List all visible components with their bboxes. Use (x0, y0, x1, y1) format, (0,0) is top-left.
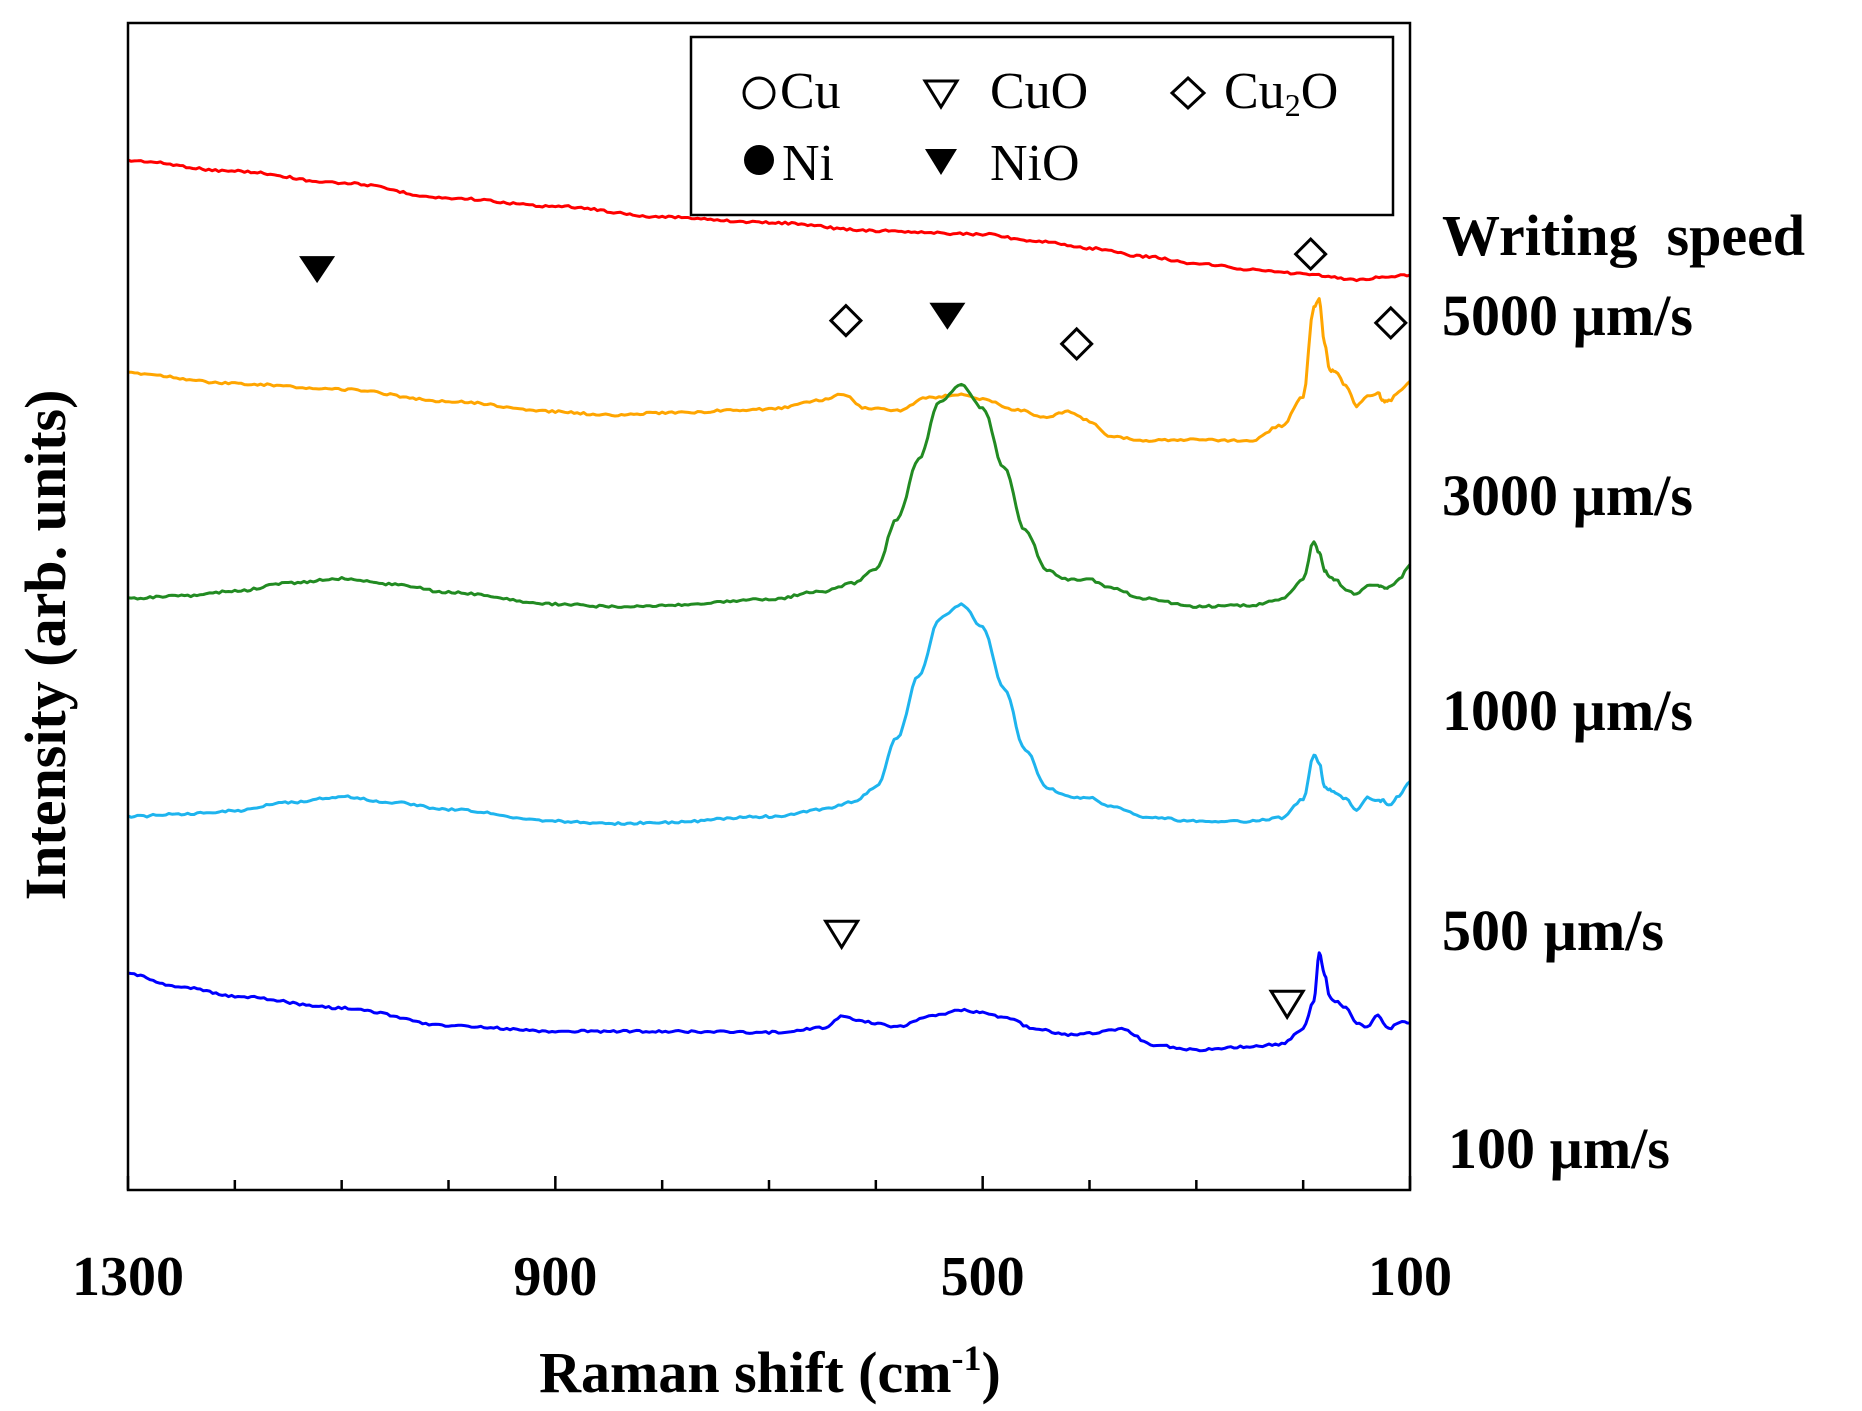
series-label-3000: 3000 µm/s (1442, 463, 1693, 528)
legend: Cu CuO Cu2O Ni NiO (689, 35, 1395, 217)
peak-marker-open-diamond-5 (1373, 305, 1408, 341)
series-line-3000 (127, 297, 1411, 443)
series-line-5000 (127, 158, 1411, 283)
peak-marker-open-down-triangle-6 (822, 919, 861, 951)
peak-marker-open-diamond-3 (1059, 326, 1094, 362)
legend-marker-nio (925, 149, 957, 175)
series-label-500: 500 µm/s (1442, 898, 1664, 963)
legend-label-cu: Cu (780, 63, 841, 120)
series-label-1000: 1000 µm/s (1442, 678, 1693, 743)
legend-label-ni: Ni (782, 135, 834, 192)
legend-label-nio: NiO (990, 135, 1080, 192)
x-tick-label-1300: 1300 (72, 1246, 184, 1308)
series-line-1000 (127, 382, 1412, 609)
x-axis-ticks (126, 1176, 1412, 1190)
x-tick-label-900: 900 (513, 1246, 597, 1308)
peak-marker-filled-down-triangle-0 (299, 256, 336, 284)
legend-label-cu2o: Cu2O (1224, 63, 1338, 123)
legend-marker-cu (742, 76, 776, 110)
series-line-500 (127, 602, 1411, 826)
series-layer (127, 158, 1412, 1053)
legend-box (689, 35, 1395, 217)
writing-speed-heading: Writing speed (1442, 203, 1805, 268)
series-line-100 (127, 951, 1411, 1053)
x-axis-label: Raman shift (cm-1) (539, 1338, 1001, 1405)
legend-marker-cu2o (1169, 75, 1207, 111)
peak-marker-open-diamond-4 (1293, 236, 1328, 272)
peak-marker-filled-down-triangle-2 (929, 302, 966, 330)
x-tick-label-100: 100 (1368, 1246, 1452, 1308)
series-label-5000: 5000 µm/s (1442, 283, 1693, 348)
peak-marker-open-down-triangle-7 (1268, 989, 1306, 1021)
peak-annotations (299, 236, 1408, 1021)
series-label-100: 100 µm/s (1448, 1116, 1670, 1181)
legend-label-cuo: CuO (990, 63, 1088, 120)
y-axis-label: Intensity (arb. units) (13, 390, 78, 901)
legend-marker-cuo (922, 79, 960, 110)
x-axis-tick-labels: 1300 900 500 100 (72, 1246, 1452, 1308)
legend-marker-ni (744, 145, 774, 175)
x-tick-label-500: 500 (941, 1246, 1025, 1308)
peak-marker-open-diamond-1 (828, 303, 864, 338)
legend-label-cu2o-sub: 2 (1285, 87, 1301, 123)
x-axis-label-sup: -1 (952, 1338, 982, 1378)
